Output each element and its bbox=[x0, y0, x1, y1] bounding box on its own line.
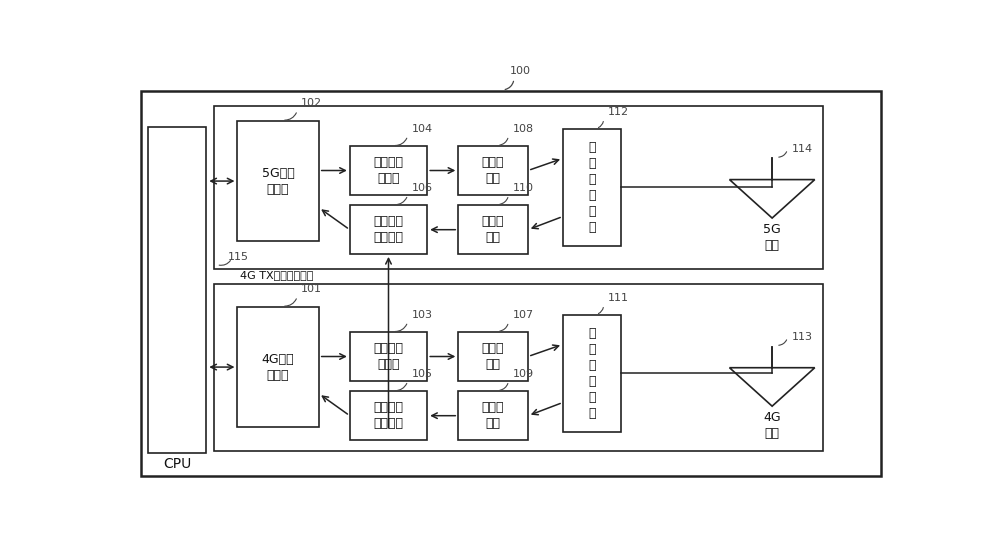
Text: 4G射频
收发器: 4G射频 收发器 bbox=[262, 352, 294, 382]
Text: 106: 106 bbox=[412, 183, 433, 193]
Bar bbox=[563, 129, 621, 245]
Text: 113: 113 bbox=[792, 332, 812, 343]
Bar bbox=[350, 332, 427, 381]
Text: 102: 102 bbox=[301, 98, 322, 108]
Text: 第二滤
波器: 第二滤 波器 bbox=[482, 156, 504, 185]
Bar bbox=[563, 315, 621, 432]
Bar bbox=[458, 146, 528, 195]
Text: 第一低噪
声放大器: 第一低噪 声放大器 bbox=[374, 401, 404, 430]
Text: 第一功率
放大器: 第一功率 放大器 bbox=[374, 342, 404, 371]
Text: CPU: CPU bbox=[163, 457, 191, 471]
Text: 103: 103 bbox=[412, 310, 433, 320]
Text: 第三滤
波器: 第三滤 波器 bbox=[482, 401, 504, 430]
Polygon shape bbox=[729, 368, 815, 406]
Text: 第二功率
放大器: 第二功率 放大器 bbox=[374, 156, 404, 185]
Text: 109: 109 bbox=[512, 369, 534, 379]
Text: 第
二
射
频
开
关: 第 二 射 频 开 关 bbox=[588, 141, 596, 234]
Bar bbox=[350, 391, 427, 440]
Text: 4G
天线: 4G 天线 bbox=[763, 411, 781, 440]
Text: 104: 104 bbox=[412, 124, 433, 133]
Text: 114: 114 bbox=[792, 144, 813, 154]
Text: 108: 108 bbox=[512, 124, 534, 133]
Text: 111: 111 bbox=[607, 293, 628, 302]
Bar bbox=[458, 391, 528, 440]
Bar bbox=[237, 307, 319, 427]
Bar bbox=[350, 146, 427, 195]
Text: 115: 115 bbox=[228, 253, 249, 262]
Text: 110: 110 bbox=[512, 183, 534, 193]
Bar bbox=[237, 121, 319, 242]
Bar bbox=[214, 106, 822, 269]
Bar bbox=[214, 284, 822, 451]
Polygon shape bbox=[729, 180, 815, 218]
Text: 112: 112 bbox=[607, 107, 629, 116]
Text: 5G射频
收发器: 5G射频 收发器 bbox=[262, 166, 294, 195]
Bar bbox=[350, 205, 427, 254]
Text: 100: 100 bbox=[510, 66, 531, 76]
Bar bbox=[458, 205, 528, 254]
Text: 第一滤
波器: 第一滤 波器 bbox=[482, 342, 504, 371]
Text: 107: 107 bbox=[512, 310, 534, 320]
Bar bbox=[458, 332, 528, 381]
Text: 第四滤
波器: 第四滤 波器 bbox=[482, 215, 504, 244]
Text: 4G TX使能控制信号: 4G TX使能控制信号 bbox=[240, 270, 313, 280]
Text: 5G
天线: 5G 天线 bbox=[763, 222, 781, 251]
Text: 105: 105 bbox=[412, 369, 433, 379]
Text: 101: 101 bbox=[301, 284, 322, 294]
Bar bbox=[148, 127, 206, 453]
Text: 第
一
射
频
开
关: 第 一 射 频 开 关 bbox=[588, 327, 596, 420]
Text: 第二低噪
声放大器: 第二低噪 声放大器 bbox=[374, 215, 404, 244]
